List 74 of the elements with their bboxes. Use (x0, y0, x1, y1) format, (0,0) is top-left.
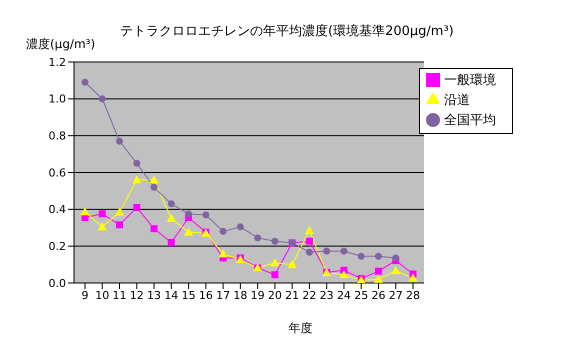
x-tick-label: 12 (130, 288, 144, 302)
x-tick-label: 24 (336, 288, 351, 302)
x-tick-label: 15 (182, 288, 196, 302)
point (408, 274, 418, 282)
x-axis-title: 年度 (288, 321, 312, 335)
point (270, 258, 280, 266)
point (150, 184, 158, 191)
point (150, 225, 158, 232)
x-tick-label: 19 (250, 288, 265, 302)
x-tick-label: 18 (233, 288, 248, 302)
point (304, 226, 314, 234)
point (133, 204, 140, 211)
point (184, 228, 194, 236)
point (271, 271, 278, 278)
x-tick-label: 16 (198, 288, 213, 302)
x-tick-label: 9 (82, 288, 88, 302)
point (133, 160, 140, 167)
point (288, 260, 297, 268)
point (374, 252, 382, 260)
y-tick-label: 1.0 (48, 92, 66, 106)
point (132, 175, 142, 184)
point (185, 210, 192, 218)
point (374, 274, 383, 283)
point (168, 238, 175, 246)
y-tick-label: 0.2 (48, 240, 66, 254)
y-tick-label: 1.2 (48, 56, 66, 69)
point (150, 175, 159, 184)
point (80, 207, 90, 216)
point (254, 234, 262, 242)
point (202, 211, 210, 218)
x-tick-label: 10 (95, 288, 110, 302)
point (166, 214, 176, 222)
x-tick-label: 14 (164, 288, 178, 302)
legend-label: 沿道 (444, 93, 470, 108)
point (220, 228, 227, 235)
y-tick-label: 0.0 (48, 276, 66, 290)
y-axis-title: 濃度(μg/m³) (26, 36, 96, 53)
point (340, 248, 348, 255)
x-tick-label: 13 (147, 288, 162, 302)
point (374, 268, 382, 275)
y-tick-label: 0.6 (48, 166, 66, 180)
x-tick-label: 17 (216, 288, 230, 302)
point (116, 138, 124, 145)
x-tick-label: 25 (354, 288, 368, 302)
legend-label: 全国平均 (444, 113, 496, 128)
x-tick-label: 27 (388, 288, 403, 302)
y-tick-label: 0.8 (48, 130, 66, 143)
x-tick-label: 20 (268, 288, 282, 302)
point (98, 210, 106, 218)
x-tick-label: 26 (371, 288, 386, 302)
point (392, 254, 400, 262)
x-tick-label: 11 (112, 288, 127, 302)
point (98, 95, 106, 102)
point (391, 266, 400, 274)
point (271, 238, 278, 245)
x-tick-label: 23 (320, 288, 334, 302)
y-tick-label: 0.4 (48, 203, 66, 216)
x-tick-label: 28 (406, 288, 420, 302)
point (358, 252, 365, 260)
x-tick-label: 21 (285, 288, 300, 302)
point (115, 208, 124, 216)
point (236, 223, 244, 230)
point (323, 248, 330, 255)
point (339, 270, 348, 278)
x-tick-label: 22 (302, 288, 316, 302)
point (116, 221, 124, 228)
point (82, 78, 88, 86)
legend-label: 一般環境 (444, 73, 496, 88)
point (168, 200, 175, 208)
point (218, 249, 228, 258)
point (306, 248, 313, 256)
point (306, 238, 313, 245)
chart-title: テトラクロロエチレンの年平均濃度(環境基準200μg/m³) (120, 23, 454, 40)
point (98, 222, 107, 230)
